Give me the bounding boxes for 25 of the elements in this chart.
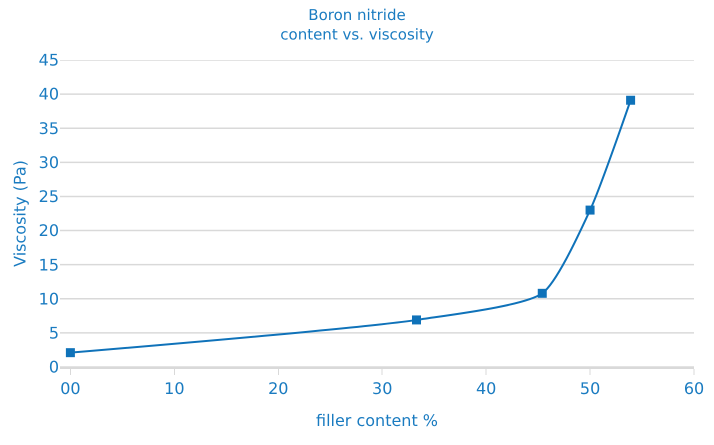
chart-title: Boron nitride content vs. viscosity	[280, 6, 434, 44]
x-tick-label: 30	[372, 379, 392, 398]
x-tick-label: 20	[268, 379, 288, 398]
y-tick-label: 25	[38, 187, 59, 206]
y-tick-label: 0	[48, 358, 59, 377]
y-axis-title: Viscosity (Pa)	[10, 160, 30, 267]
y-tick-label: 40	[38, 84, 59, 104]
y-tick-label: 35	[38, 118, 59, 138]
x-tick-label: 10	[164, 379, 185, 398]
point	[626, 96, 636, 105]
x-tick-label: 00	[60, 379, 81, 398]
y-tick-label: 45	[38, 50, 59, 70]
y-tick-label: 10	[38, 289, 59, 308]
x-tick-label: 40	[476, 379, 496, 398]
x-tick-label: 60	[684, 379, 704, 398]
point	[412, 315, 421, 324]
point	[586, 206, 595, 215]
y-tick-label: 30	[38, 152, 59, 172]
point	[66, 348, 75, 358]
x-tick-label: 50	[580, 379, 600, 398]
y-tick-label: 15	[38, 255, 59, 274]
y-tick-label: 5	[48, 323, 59, 342]
x-axis-title: filler content %	[316, 411, 438, 430]
y-tick-label: 20	[38, 221, 59, 240]
point	[538, 288, 547, 298]
